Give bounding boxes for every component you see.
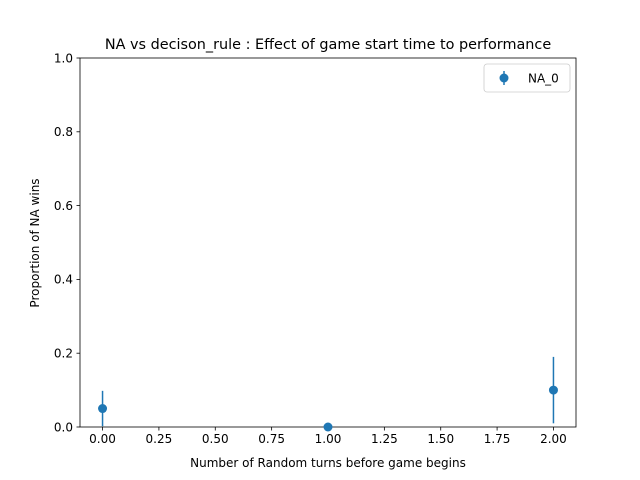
- y-tick-label: 0.4: [54, 273, 73, 287]
- data-point: [323, 422, 333, 432]
- x-tick-label: 2.00: [540, 432, 567, 446]
- x-tick-label: 1.75: [484, 432, 511, 446]
- x-tick-label: 0.75: [258, 432, 285, 446]
- x-tick-label: 0.00: [89, 432, 116, 446]
- x-tick-label: 1.00: [315, 432, 342, 446]
- y-tick-label: 1.0: [54, 51, 73, 65]
- x-tick-label: 0.25: [146, 432, 173, 446]
- y-axis-ticks: 0.0 0.2 0.4 0.6 0.8 1.0: [54, 51, 80, 434]
- data-point: [548, 385, 558, 395]
- y-axis-label: Proportion of NA wins: [28, 178, 42, 307]
- y-tick-label: 0.6: [54, 199, 73, 213]
- x-tick-label: 1.50: [427, 432, 454, 446]
- y-tick-label: 0.2: [54, 347, 73, 361]
- data-point: [98, 404, 108, 414]
- legend: NA_0: [483, 63, 571, 93]
- legend-marker: [499, 73, 509, 83]
- y-tick-label: 0.8: [54, 125, 73, 139]
- x-axis-ticks: 0.00 0.25 0.50 0.75 1.00 1.25 1.50 1.75 2.00: [89, 427, 567, 446]
- x-tick-label: 1.25: [371, 432, 398, 446]
- data-marks: [98, 356, 558, 432]
- x-tick-label: 0.50: [202, 432, 229, 446]
- legend-box: [483, 63, 571, 93]
- y-tick-label: 0.0: [54, 420, 73, 434]
- legend-label: NA_0: [528, 72, 559, 86]
- x-axis-label: Number of Random turns before game begin…: [190, 456, 466, 470]
- chart-title: NA vs decison_rule : Effect of game star…: [105, 37, 552, 53]
